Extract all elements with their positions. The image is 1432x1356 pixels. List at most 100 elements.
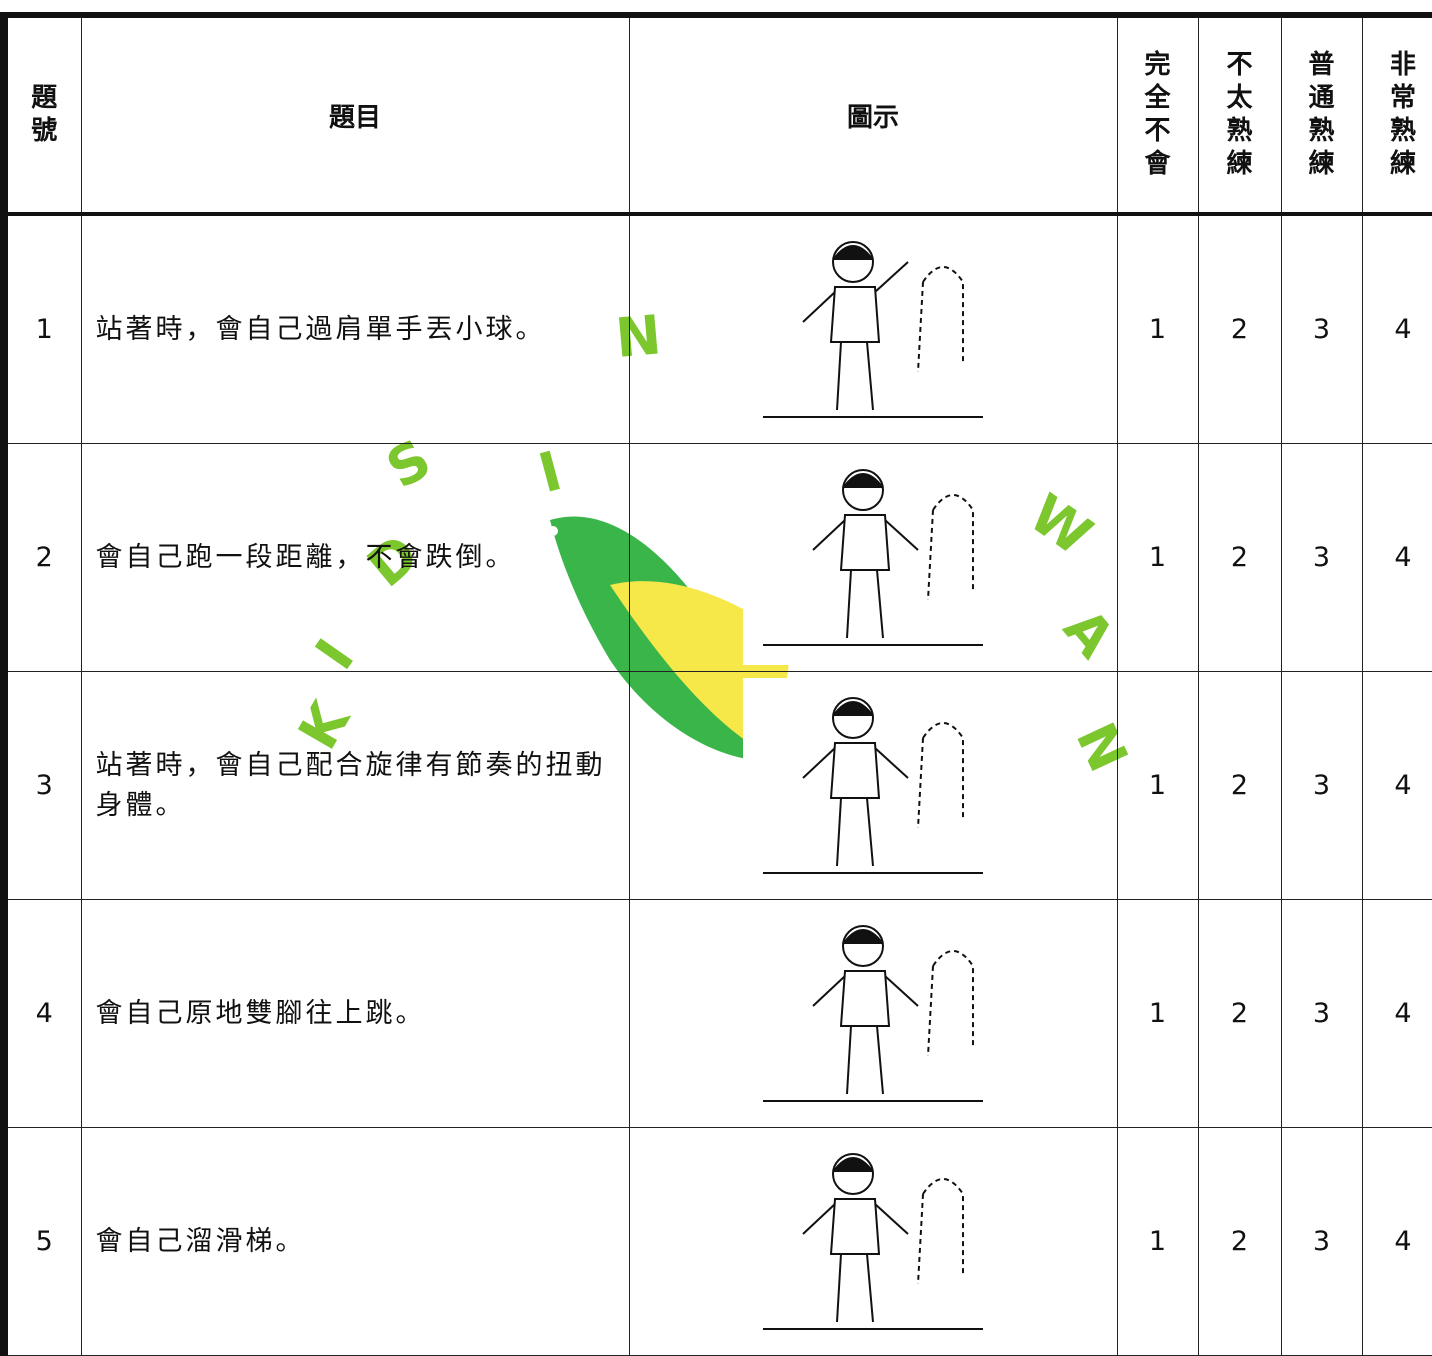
head xyxy=(832,241,874,283)
head xyxy=(842,469,884,511)
item-number: 1 xyxy=(35,314,53,345)
arms xyxy=(802,1203,909,1235)
header-cell: 完全不會 xyxy=(1116,12,1199,216)
picture-cell xyxy=(628,671,1118,900)
picture-cell xyxy=(628,899,1118,1128)
scale-option: 2 xyxy=(1230,770,1249,801)
arms xyxy=(802,747,909,779)
header-cell: 題目 xyxy=(80,12,630,216)
illustration xyxy=(743,906,1003,1121)
header-level: 完全不會 xyxy=(1144,50,1171,179)
scale-cell: 2 xyxy=(1197,671,1282,900)
body xyxy=(839,514,891,571)
head xyxy=(842,925,884,967)
item-text: 會自己跑一段距離，不會跌倒。 xyxy=(80,443,630,672)
item-text: 站著時，會自己過肩單手丟小球。 xyxy=(80,213,630,444)
scale-cell: 2 xyxy=(1197,899,1282,1128)
scale-cell: 3 xyxy=(1280,899,1363,1128)
picture-cell xyxy=(628,1127,1118,1356)
header-row: 題號 題目 圖示 完全不會 不太熟練 普通熟練 非常熟練 xyxy=(0,12,1432,216)
header-item: 題目 xyxy=(328,102,381,133)
picture-cell xyxy=(628,443,1118,672)
ghost xyxy=(927,950,974,1057)
item-number: 5 xyxy=(35,1226,53,1257)
body xyxy=(839,970,891,1027)
item-row: 5 會自己溜滑梯。 1 2 3 4 xyxy=(0,1127,1432,1356)
legs xyxy=(846,1025,884,1095)
scale-option: 4 xyxy=(1394,314,1412,345)
hair xyxy=(832,701,874,717)
header-cell: 題號 xyxy=(0,12,82,216)
number-cell: 2 xyxy=(0,443,82,672)
scale-option: 3 xyxy=(1312,1226,1331,1257)
scale-cell: 2 xyxy=(1197,213,1282,444)
scale-option: 1 xyxy=(1148,542,1167,573)
figure xyxy=(763,697,983,874)
header-level: 不太熟練 xyxy=(1226,50,1253,179)
item-row: 2 會自己跑一段距離，不會跌倒。 1 2 3 4 xyxy=(0,443,1432,672)
legs xyxy=(836,797,874,867)
scale-cell: 1 xyxy=(1116,899,1199,1128)
figure xyxy=(763,1153,983,1330)
figure xyxy=(763,241,983,418)
arms xyxy=(812,519,919,551)
header-cell: 圖示 xyxy=(628,12,1118,216)
header-number: 題號 xyxy=(31,83,58,146)
scale-cell: 3 xyxy=(1280,671,1363,900)
scale-cell: 3 xyxy=(1280,1127,1363,1356)
ghost xyxy=(927,494,974,601)
scale-option: 2 xyxy=(1230,542,1249,573)
hair xyxy=(832,1157,874,1173)
header-cell: 非常熟練 xyxy=(1361,12,1432,216)
scale-cell: 2 xyxy=(1197,443,1282,672)
header-cell: 普通熟練 xyxy=(1280,12,1363,216)
hair xyxy=(832,245,874,261)
header-level: 普通熟練 xyxy=(1308,50,1335,179)
scale-cell: 2 xyxy=(1197,1127,1282,1356)
scale-option: 3 xyxy=(1312,542,1331,573)
item-row: 4 會自己原地雙腳往上跳。 1 2 3 4 xyxy=(0,899,1432,1128)
scale-option: 1 xyxy=(1148,770,1167,801)
scale-option: 1 xyxy=(1148,314,1167,345)
scale-option: 4 xyxy=(1394,998,1412,1029)
figure xyxy=(763,469,983,646)
scale-option: 3 xyxy=(1312,770,1331,801)
scale-cell: 1 xyxy=(1116,671,1199,900)
scale-option: 3 xyxy=(1312,314,1331,345)
head xyxy=(832,697,874,739)
scale-option: 1 xyxy=(1148,998,1167,1029)
scale-option: 3 xyxy=(1312,998,1331,1029)
header-level: 非常熟練 xyxy=(1389,50,1416,179)
scale-cell: 4 xyxy=(1361,899,1432,1128)
scale-cell: 1 xyxy=(1116,1127,1199,1356)
number-cell: 4 xyxy=(0,899,82,1128)
head xyxy=(832,1153,874,1195)
scale-option: 2 xyxy=(1230,314,1249,345)
scale-cell: 4 xyxy=(1361,671,1432,900)
arms xyxy=(812,975,919,1007)
hair xyxy=(842,473,884,489)
arms xyxy=(802,261,909,323)
item-text: 會自己溜滑梯。 xyxy=(80,1127,630,1356)
scale-option: 4 xyxy=(1394,1226,1412,1257)
body xyxy=(829,742,881,799)
scale-option: 1 xyxy=(1148,1226,1167,1257)
illustration xyxy=(743,1134,1003,1349)
scale-cell: 3 xyxy=(1280,213,1363,444)
illustration xyxy=(743,222,1003,437)
scale-cell: 3 xyxy=(1280,443,1363,672)
number-cell: 1 xyxy=(0,213,82,444)
scale-cell: 1 xyxy=(1116,213,1199,444)
item-number: 4 xyxy=(35,998,53,1029)
illustration xyxy=(743,678,1003,893)
item-text: 站著時，會自己配合旋律有節奏的扭動身體。 xyxy=(80,671,630,900)
item-number: 2 xyxy=(35,542,53,573)
ghost xyxy=(917,1178,964,1285)
scale-option: 2 xyxy=(1230,998,1249,1029)
scale-option: 4 xyxy=(1394,770,1412,801)
assessment-table: 題號 題目 圖示 完全不會 不太熟練 普通熟練 非常熟練 1 站著時，會自己過肩單手丟小球。 1 2… xyxy=(0,12,1432,1356)
legs xyxy=(836,341,874,411)
picture-cell xyxy=(628,213,1118,444)
hair xyxy=(842,929,884,945)
